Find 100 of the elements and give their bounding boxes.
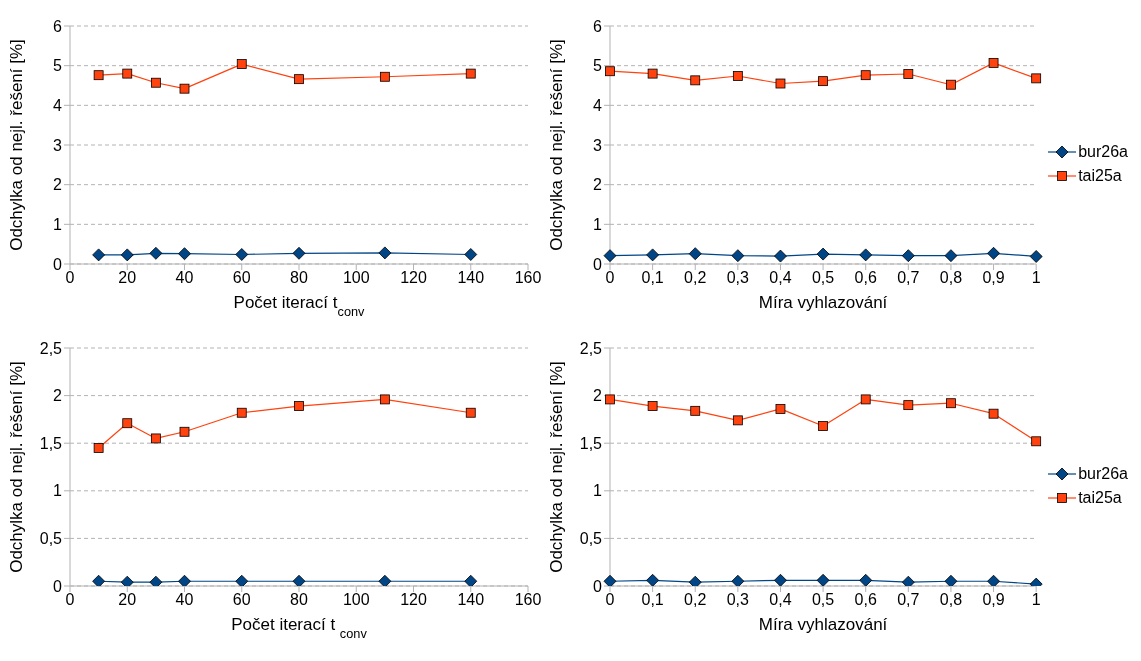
x-tick-label: 100 xyxy=(342,591,370,609)
point xyxy=(93,70,104,81)
point xyxy=(816,573,830,586)
point xyxy=(292,574,306,586)
x-tick-label: 140 xyxy=(457,591,485,609)
y-axis-title: Odchylka od nejl. řešení [%] xyxy=(547,39,566,251)
x-tick-label: 0,7 xyxy=(897,591,920,609)
point xyxy=(605,66,615,77)
point xyxy=(294,401,304,411)
y-tick-label: 2,5 xyxy=(39,339,63,357)
point xyxy=(93,443,104,453)
point xyxy=(775,78,786,89)
x-tick-label: 60 xyxy=(232,269,251,287)
point xyxy=(690,405,701,416)
x-tick-label: 0,7 xyxy=(897,269,920,287)
point xyxy=(294,74,304,85)
point xyxy=(122,418,133,429)
point xyxy=(605,394,615,405)
point xyxy=(646,573,660,586)
point xyxy=(465,407,476,418)
point xyxy=(235,574,249,586)
point xyxy=(859,248,873,262)
x-tick-label: 0,3 xyxy=(726,269,750,287)
point xyxy=(987,574,1000,586)
y-tick-label: 1,5 xyxy=(39,434,63,452)
point xyxy=(690,75,701,86)
y-tick-label: 2 xyxy=(53,176,63,194)
x-tick-label: 0 xyxy=(65,269,75,287)
x-tick-label: 120 xyxy=(400,591,427,609)
point xyxy=(732,71,743,81)
point xyxy=(236,59,247,69)
x-axis-title: Počet iterací t$_{conv}$ xyxy=(233,293,366,319)
point xyxy=(775,404,786,414)
point xyxy=(149,246,163,260)
point xyxy=(92,248,106,262)
y-tick-label: 1 xyxy=(53,216,63,234)
y-tick-label: 0,5 xyxy=(579,530,603,548)
point xyxy=(1031,436,1042,447)
point xyxy=(946,79,956,90)
y-tick-label: 6 xyxy=(593,17,603,35)
point xyxy=(379,394,390,405)
point xyxy=(988,57,999,68)
point xyxy=(178,247,191,261)
point xyxy=(946,398,956,409)
point xyxy=(603,574,617,586)
x-tick-label: 0,9 xyxy=(982,591,1005,609)
x-tick-label: 0 xyxy=(65,591,75,609)
x-tick-label: 0,8 xyxy=(939,591,963,609)
x-tick-label: 0,3 xyxy=(726,591,750,609)
x-tick-label: 0,5 xyxy=(811,591,835,609)
y-tick-label: 5 xyxy=(593,57,603,75)
y-tick-label: 6 xyxy=(53,17,63,35)
y-tick-label: 2 xyxy=(593,387,603,405)
x-axis-title: Počet iterací t $_{conv}$ xyxy=(231,615,368,641)
legend-label: tai25a xyxy=(1078,489,1122,507)
x-tick-label: 0,5 xyxy=(811,269,835,287)
point xyxy=(378,246,392,260)
y-axis-title: Odchylka od nejl. řešení [%] xyxy=(7,39,26,251)
x-tick-label: 0,6 xyxy=(854,591,877,609)
point xyxy=(378,574,392,586)
x-tick-label: 1 xyxy=(1031,269,1041,287)
y-tick-label: 1 xyxy=(53,482,63,500)
y-tick-label: 2,5 xyxy=(579,339,603,357)
point xyxy=(603,249,617,263)
point xyxy=(179,426,190,437)
point xyxy=(816,247,830,261)
point xyxy=(464,574,478,586)
point xyxy=(731,574,745,586)
y-axis-title: Odchylka od nejl. řešení [%] xyxy=(7,361,26,573)
point xyxy=(465,68,476,79)
point xyxy=(944,574,958,586)
point xyxy=(860,394,871,405)
y-axis-title: Odchylka od nejl. řešení [%] xyxy=(547,361,566,573)
y-tick-label: 0 xyxy=(53,255,63,273)
x-tick-label: 60 xyxy=(232,591,251,609)
x-tick-label: 0,4 xyxy=(769,591,792,609)
y-tick-label: 1 xyxy=(593,216,603,234)
y-tick-label: 5 xyxy=(53,57,63,75)
x-tick-label: 140 xyxy=(457,269,485,287)
point xyxy=(944,249,958,263)
y-tick-label: 0 xyxy=(593,577,603,595)
point xyxy=(646,248,660,262)
point xyxy=(818,76,828,87)
point xyxy=(774,573,787,586)
point xyxy=(292,246,306,260)
x-axis-title: Míra vyhlazování xyxy=(758,615,888,634)
x-tick-label: 40 xyxy=(175,269,194,287)
x-tick-label: 120 xyxy=(400,269,427,287)
x-tick-label: 0,1 xyxy=(641,269,664,287)
x-tick-label: 0,6 xyxy=(854,269,877,287)
x-tick-label: 40 xyxy=(175,591,194,609)
point xyxy=(903,400,914,411)
point xyxy=(178,574,191,586)
y-tick-label: 1,5 xyxy=(579,434,603,452)
y-tick-label: 0 xyxy=(593,255,603,273)
point xyxy=(149,575,163,586)
point xyxy=(987,246,1000,260)
point xyxy=(988,408,999,419)
point xyxy=(901,575,915,586)
x-tick-label: 1 xyxy=(1031,591,1041,609)
